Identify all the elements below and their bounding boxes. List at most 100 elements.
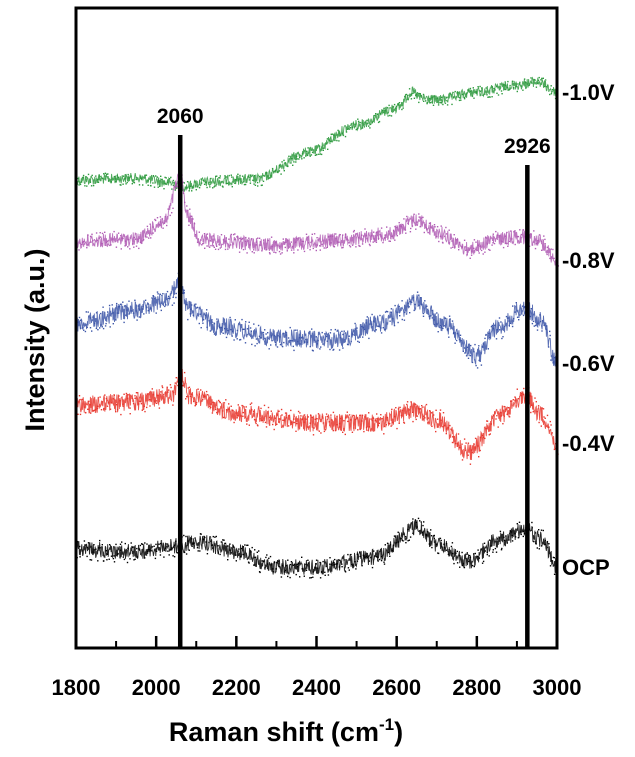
- data-point: [507, 245, 509, 247]
- data-point: [444, 235, 446, 238]
- data-point: [134, 299, 136, 301]
- data-point: [357, 120, 360, 123]
- data-point: [385, 424, 387, 426]
- data-point: [119, 305, 121, 308]
- data-point: [440, 325, 443, 328]
- data-point: [551, 89, 554, 91]
- data-point: [486, 553, 488, 556]
- data-point: [254, 556, 256, 559]
- data-point: [254, 184, 257, 186]
- data-point: [476, 249, 478, 251]
- data-point: [206, 186, 208, 189]
- data-point: [498, 317, 501, 319]
- data-point: [329, 557, 331, 559]
- data-point: [474, 552, 476, 555]
- data-point: [415, 418, 417, 421]
- data-point: [301, 158, 303, 160]
- data-point: [208, 541, 210, 544]
- data-point: [287, 337, 290, 339]
- data-point: [120, 184, 122, 186]
- data-point: [99, 232, 101, 234]
- data-point: [420, 297, 422, 299]
- data-point: [447, 427, 449, 429]
- data-point: [390, 425, 392, 427]
- data-point: [383, 561, 385, 563]
- data-point: [320, 153, 323, 156]
- data-point: [99, 312, 102, 315]
- data-point: [233, 546, 235, 548]
- data-point: [165, 177, 167, 179]
- data-point: [364, 556, 366, 559]
- data-point: [325, 247, 327, 249]
- data-point: [268, 557, 270, 559]
- data-point: [99, 327, 101, 329]
- data-point: [150, 237, 152, 239]
- data-point: [539, 314, 541, 316]
- data-point: [152, 182, 154, 184]
- data-point: [315, 249, 317, 252]
- data-point: [217, 552, 219, 554]
- data-point: [482, 560, 485, 563]
- data-point: [312, 247, 314, 250]
- data-point: [296, 329, 298, 331]
- data-point: [486, 243, 488, 245]
- data-point: [296, 158, 298, 160]
- data-point: [116, 175, 118, 177]
- data-point: [368, 125, 370, 127]
- data-point: [370, 323, 373, 325]
- data-point: [202, 538, 204, 540]
- data-point: [175, 292, 177, 295]
- data-point: [92, 551, 94, 553]
- data-point: [323, 147, 325, 149]
- data-point: [404, 311, 406, 314]
- data-point: [97, 329, 99, 331]
- data-point: [284, 162, 287, 164]
- data-point: [216, 411, 218, 414]
- data-point: [401, 318, 403, 321]
- data-point: [354, 123, 356, 125]
- data-point: [377, 560, 379, 562]
- data-point: [316, 153, 318, 156]
- data-point: [241, 318, 243, 321]
- data-point: [266, 172, 268, 174]
- data-point: [326, 340, 328, 342]
- data-point: [394, 304, 396, 307]
- data-point: [508, 416, 511, 418]
- data-point: [120, 235, 122, 237]
- data-point: [167, 550, 169, 552]
- data-point: [519, 531, 522, 533]
- data-point: [219, 175, 221, 177]
- data-point: [160, 309, 162, 312]
- data-point: [98, 174, 100, 176]
- data-point: [513, 86, 515, 89]
- data-point: [114, 181, 117, 183]
- data-point: [150, 399, 152, 401]
- data-point: [528, 83, 531, 85]
- data-point: [268, 416, 270, 419]
- data-point: [380, 327, 382, 329]
- data-point: [469, 554, 471, 557]
- data-point: [550, 93, 553, 95]
- data-point: [248, 562, 250, 564]
- data-point: [392, 106, 395, 108]
- data-point: [356, 327, 358, 329]
- data-point: [176, 552, 178, 554]
- data-point: [97, 178, 99, 181]
- data-point: [200, 182, 203, 184]
- data-point: [465, 93, 467, 95]
- data-point: [209, 186, 211, 188]
- data-point: [237, 414, 239, 417]
- data-point: [269, 177, 271, 179]
- data-point: [384, 544, 386, 546]
- data-point: [160, 175, 162, 177]
- data-point: [347, 553, 349, 556]
- data-point: [96, 239, 98, 242]
- data-point: [86, 185, 88, 187]
- data-point: [389, 240, 391, 242]
- data-point: [271, 564, 273, 566]
- data-point: [397, 103, 399, 105]
- data-point: [439, 101, 441, 104]
- data-point: [111, 304, 113, 306]
- data-point: [147, 180, 149, 182]
- data-point: [543, 416, 545, 418]
